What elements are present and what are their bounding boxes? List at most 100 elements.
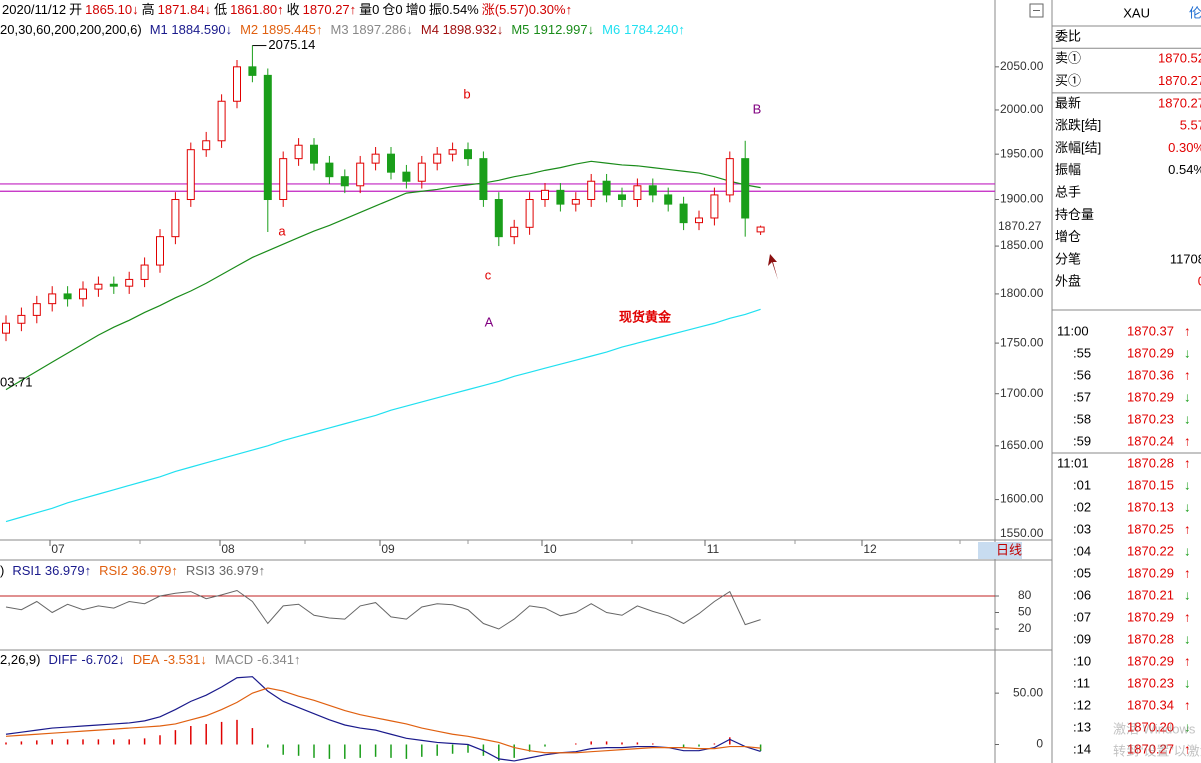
candle-body [186,149,195,201]
quote-value: 0.30% [1168,140,1201,155]
legend-value: 1784.240↑ [624,22,685,37]
annotation: c [485,267,492,282]
tick-time: :56 [1073,367,1091,382]
tick-price: 1870.29 [1127,609,1174,624]
tick-time: :14 [1073,741,1091,756]
quote-value: 1870.27 [1158,95,1201,110]
tick-time: :07 [1073,609,1091,624]
candle-body [32,303,41,316]
period-button[interactable] [978,542,1022,559]
tick-price: 1870.29 [1127,345,1174,360]
tick-price: 1870.13 [1127,499,1174,514]
header-item: 1861.80↑ [230,2,284,17]
candle-body [464,149,472,160]
candle-body [587,180,596,201]
quote-label: 卖① [1055,51,1081,66]
chart-menu-icon[interactable] [1029,3,1044,18]
rsi-plot [0,589,995,630]
tick-price: 1870.21 [1127,587,1174,602]
header-info: 2020/11/12 开 1865.10↓ 高 1871.84↓ 低 1861.80↑ 收 18… [2,2,572,17]
candle-body [156,236,164,266]
y-tick-label: 2000.00 [1000,102,1044,116]
symbol-suffix: 伦 [1189,5,1201,20]
legend-entry: M4 1898.932↓ [421,22,503,37]
candle-body [94,283,103,290]
tick-price: 1870.36 [1127,367,1174,382]
indicator-params: 2,26,9) [0,652,40,667]
candle-body [233,66,241,102]
tick-direction: ↓ [1184,499,1191,514]
tick-price: 1870.29 [1127,565,1174,580]
moving-average-line [5,308,761,523]
quote-label: 涨幅[结] [1055,140,1101,155]
candle-body [695,217,703,224]
candle-body [541,189,549,201]
quote-value: 5.57 [1180,118,1201,133]
candle-body [387,153,395,173]
period-button-label[interactable]: 日线 [996,542,1022,557]
x-tick-label: 08 [221,542,235,556]
legend-value: 1912.997↓ [533,22,594,37]
tick-time: :03 [1073,521,1091,536]
quote-label: 分笔 [1055,251,1081,266]
y-tick-label: 50.00 [1013,685,1043,699]
macd-line [5,676,761,762]
tick-time: :06 [1073,587,1091,602]
tick-price: 1870.24 [1127,433,1174,448]
watermark: 激活 Windows [1113,721,1196,736]
candle-body [510,226,519,238]
quote-value: 11708 [1170,251,1201,266]
ma-legend: 20,30,60,200,200,200,6) M1 1884.590↓ M2 18… [0,22,685,37]
moving-average-line [5,160,761,391]
tick-time: :10 [1073,653,1091,668]
candle-body [725,158,734,196]
tick-price: 1870.20 [1127,719,1174,734]
candle-body [279,158,288,201]
legend-entry: RSI1 36.979↑ [12,563,91,578]
candle-body [63,293,72,300]
x-tick-label: 10 [543,542,557,556]
quote-value: 0.54% [1168,162,1201,177]
header-item: 仓0 [382,2,402,17]
annotation: a [278,223,286,238]
legend-entry: MACD [215,652,253,667]
header-item: 振0.54% [429,2,479,17]
candle-body [448,149,457,155]
candle-body [741,158,750,219]
macd-legend: 2,26,9) DIFF -6.702↓ DEA -3.531↓ MACD -6.341↑ [0,652,301,667]
tick-price: 1870.29 [1127,389,1174,404]
candle-body [310,144,318,164]
candle-body [664,194,673,205]
tick-direction: ↓ [1184,345,1191,360]
legend-entry: RSI2 36.979↑ [99,563,178,578]
macd-plot [5,676,762,762]
legend-entry: M3 1897.286↓ [331,22,413,37]
pointer-arrow [768,254,778,280]
tick-direction: ↑ [1184,367,1191,382]
header-item: 收 [287,2,300,17]
candle-body [556,189,565,205]
tick-direction: ↓ [1184,389,1191,404]
tick-direction: ↑ [1184,653,1191,668]
legend-entry: M2 1895.445↑ [240,22,322,37]
candle-body [202,140,211,151]
y-tick-label: 0 [1036,737,1043,751]
tick-price: 1870.28 [1127,631,1174,646]
candle-body [125,278,134,287]
header-item: 低 [214,2,227,17]
quote-label: 持仓量 [1055,207,1094,222]
tick-direction: ↓ [1184,587,1191,602]
y-tick-label: 1600.00 [1000,492,1044,506]
ma-params: 20,30,60,200,200,200,6) [0,22,142,37]
high-label: 2075.14 [268,37,315,52]
candle-body [79,288,87,300]
candle-body [48,293,57,305]
candle-body [17,314,26,324]
rsi-line [5,589,761,630]
tick-price: 1870.28 [1127,455,1174,470]
tick-direction: ↑ [1184,433,1191,448]
quote-label: 振幅 [1055,162,1081,177]
tick-price: 1870.22 [1127,543,1174,558]
